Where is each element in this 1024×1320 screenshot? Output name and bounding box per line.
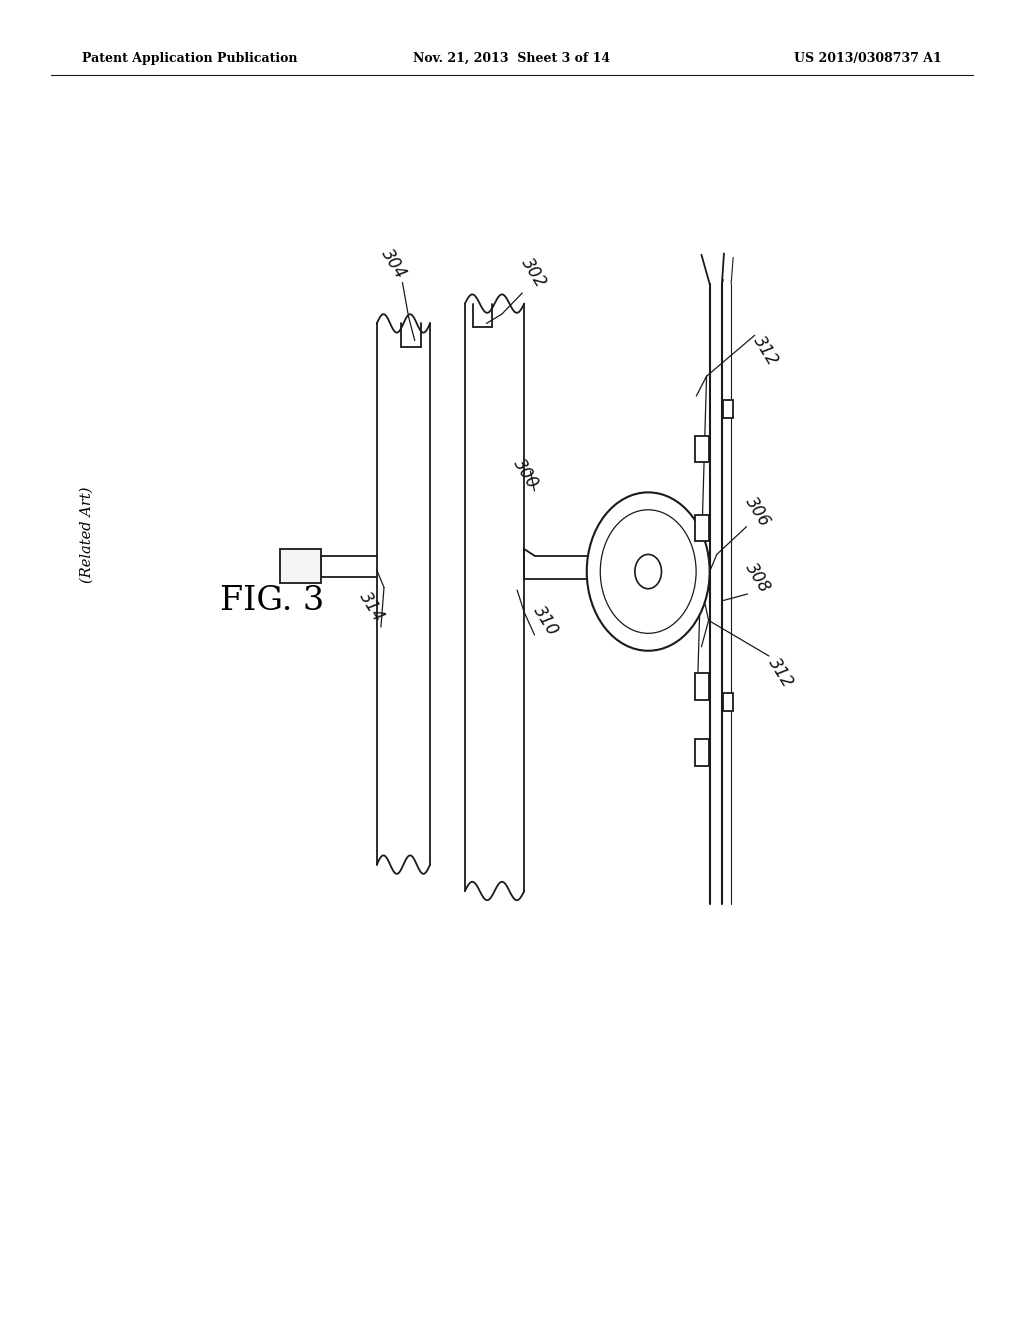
Text: 308: 308 xyxy=(741,560,774,597)
Text: FIG. 3: FIG. 3 xyxy=(220,585,325,616)
Text: Nov. 21, 2013  Sheet 3 of 14: Nov. 21, 2013 Sheet 3 of 14 xyxy=(414,51,610,65)
Text: Patent Application Publication: Patent Application Publication xyxy=(82,51,297,65)
Text: 312: 312 xyxy=(764,655,797,692)
Bar xyxy=(695,673,709,700)
Text: 300: 300 xyxy=(509,455,542,492)
Text: 314: 314 xyxy=(355,589,388,626)
Circle shape xyxy=(587,492,710,651)
Text: 302: 302 xyxy=(517,255,550,292)
Text: 306: 306 xyxy=(741,494,774,531)
Bar xyxy=(723,400,733,418)
Text: 304: 304 xyxy=(377,246,410,282)
Bar xyxy=(695,436,709,462)
Bar xyxy=(695,739,709,766)
Circle shape xyxy=(600,510,696,634)
Text: US 2013/0308737 A1: US 2013/0308737 A1 xyxy=(795,51,942,65)
Text: (Related Art): (Related Art) xyxy=(80,486,94,583)
Bar xyxy=(695,515,709,541)
Circle shape xyxy=(635,554,662,589)
Bar xyxy=(723,693,733,711)
Text: 310: 310 xyxy=(529,602,562,639)
Bar xyxy=(280,549,321,583)
Text: 312: 312 xyxy=(750,333,782,370)
